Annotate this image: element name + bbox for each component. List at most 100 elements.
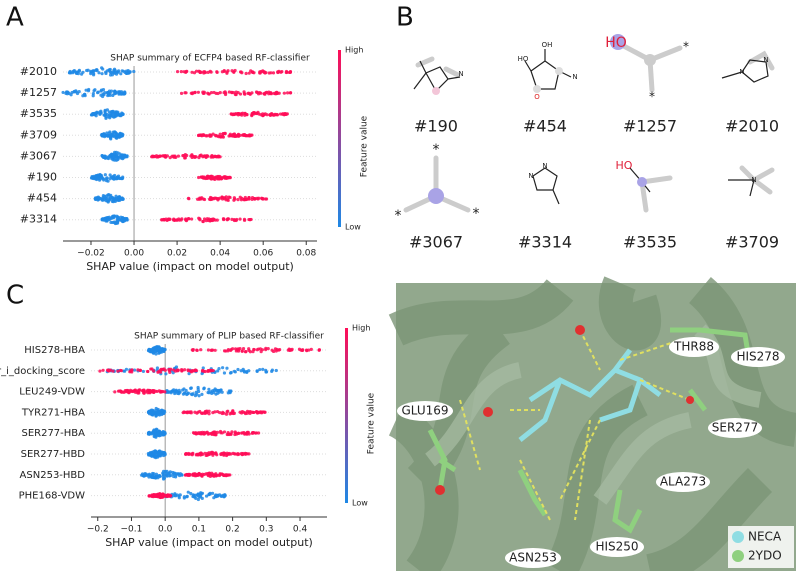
shap-dot	[224, 195, 228, 199]
shap-dot	[240, 349, 244, 353]
shap-dot	[150, 154, 155, 158]
shap-dot	[112, 177, 116, 181]
shap-dot	[200, 392, 204, 396]
shap-dot	[154, 427, 159, 431]
chart-title: SHAP summary of PLIP based RF-classifier	[134, 332, 324, 342]
shap-dot	[206, 176, 210, 180]
shap-dot	[217, 390, 222, 394]
shap-dot	[227, 452, 231, 456]
shap-dot	[252, 197, 257, 201]
shap-dot	[163, 390, 167, 394]
shap-dot	[115, 216, 119, 220]
shap-dot	[160, 412, 164, 417]
shap-dot	[186, 473, 190, 477]
shap-dot	[214, 472, 218, 476]
shap-dot	[243, 350, 248, 354]
colorbar-low: Low	[345, 223, 361, 232]
shap-dot	[202, 90, 206, 94]
shap-dot	[197, 133, 201, 137]
shap-dot	[200, 496, 204, 500]
shap-dot	[161, 452, 165, 456]
shap-dot	[116, 195, 120, 200]
shap-dot	[265, 90, 269, 94]
fragment-id: #3067	[409, 233, 463, 252]
shap-dot	[271, 349, 276, 354]
shap-dot	[109, 132, 114, 136]
shap-dot	[207, 492, 211, 496]
atom-label: N	[572, 73, 577, 81]
shap-dot	[220, 195, 225, 200]
shap-dot	[119, 368, 123, 373]
shap-dot	[201, 219, 205, 224]
shap-dot	[307, 348, 311, 352]
shap-dot	[121, 219, 125, 224]
shap-dot	[216, 91, 220, 96]
shap-dot	[206, 70, 210, 74]
feature-label: ASN253-HBD	[20, 470, 86, 481]
shap-dot	[108, 73, 113, 77]
shap-dot	[118, 152, 122, 156]
shap-dot	[236, 134, 241, 138]
shap-dot	[116, 389, 121, 393]
shap-dot	[190, 70, 194, 74]
shap-dot	[237, 112, 242, 116]
x-tick-label: 0.04	[210, 249, 230, 259]
shap-dot	[114, 197, 118, 202]
shap-dot	[100, 72, 104, 76]
shap-dot	[96, 90, 100, 94]
shap-dot	[232, 218, 237, 223]
shap-dot	[242, 217, 247, 221]
feature-label: r_i_docking_score	[0, 366, 85, 377]
shap-dot	[89, 69, 93, 73]
shap-dot	[164, 217, 168, 221]
shap-dot	[102, 155, 106, 159]
shap-dot	[128, 70, 132, 74]
x-tick-label: 0.2	[225, 525, 239, 535]
shap-dot	[216, 154, 220, 158]
shap-dot	[317, 348, 321, 352]
shap-dot	[124, 69, 129, 73]
colorbar-low: Low	[352, 499, 368, 508]
shap-dot	[175, 368, 179, 372]
shap-dot	[154, 154, 159, 158]
residue-text: THR88	[673, 340, 714, 354]
shap-dot	[218, 410, 222, 415]
shap-dot	[222, 217, 226, 222]
shap-dot	[112, 131, 116, 135]
shap-dot	[118, 198, 122, 202]
shap-dot	[244, 71, 248, 76]
shap-dot	[128, 388, 133, 393]
shap-dot	[227, 195, 231, 199]
colorbar-label: Feature value	[360, 115, 370, 177]
shap-dot	[107, 192, 111, 197]
legend-swatch	[732, 550, 744, 562]
shap-dot	[243, 111, 247, 116]
shap-dot	[191, 91, 195, 95]
shap-dot	[164, 372, 168, 376]
shap-dot	[213, 196, 217, 200]
shap-dot	[261, 197, 265, 201]
shap-dot	[204, 494, 209, 498]
shap-dot	[153, 454, 157, 458]
shap-dot	[178, 390, 182, 394]
shap-dot	[223, 493, 227, 497]
shap-dot	[105, 176, 109, 180]
shap-dot	[266, 347, 270, 351]
legend-swatch	[732, 531, 744, 543]
residue-text: SER277	[712, 421, 758, 435]
shap-dot	[99, 88, 104, 92]
shap-dot	[222, 371, 227, 375]
shap-dot	[71, 71, 75, 75]
shap-dot	[148, 389, 153, 394]
shap-dot	[157, 369, 161, 374]
molecule: HO * *	[605, 34, 689, 104]
shap-dot	[190, 453, 194, 457]
shap-dot	[199, 70, 203, 74]
shap-dot	[91, 176, 95, 180]
shap-dot	[233, 431, 238, 435]
shap-dot	[87, 87, 91, 92]
shap-dot	[174, 472, 179, 476]
shap-dot	[162, 411, 166, 415]
shap-dot	[137, 389, 141, 394]
feature-label: PHE168-VDW	[19, 491, 86, 502]
